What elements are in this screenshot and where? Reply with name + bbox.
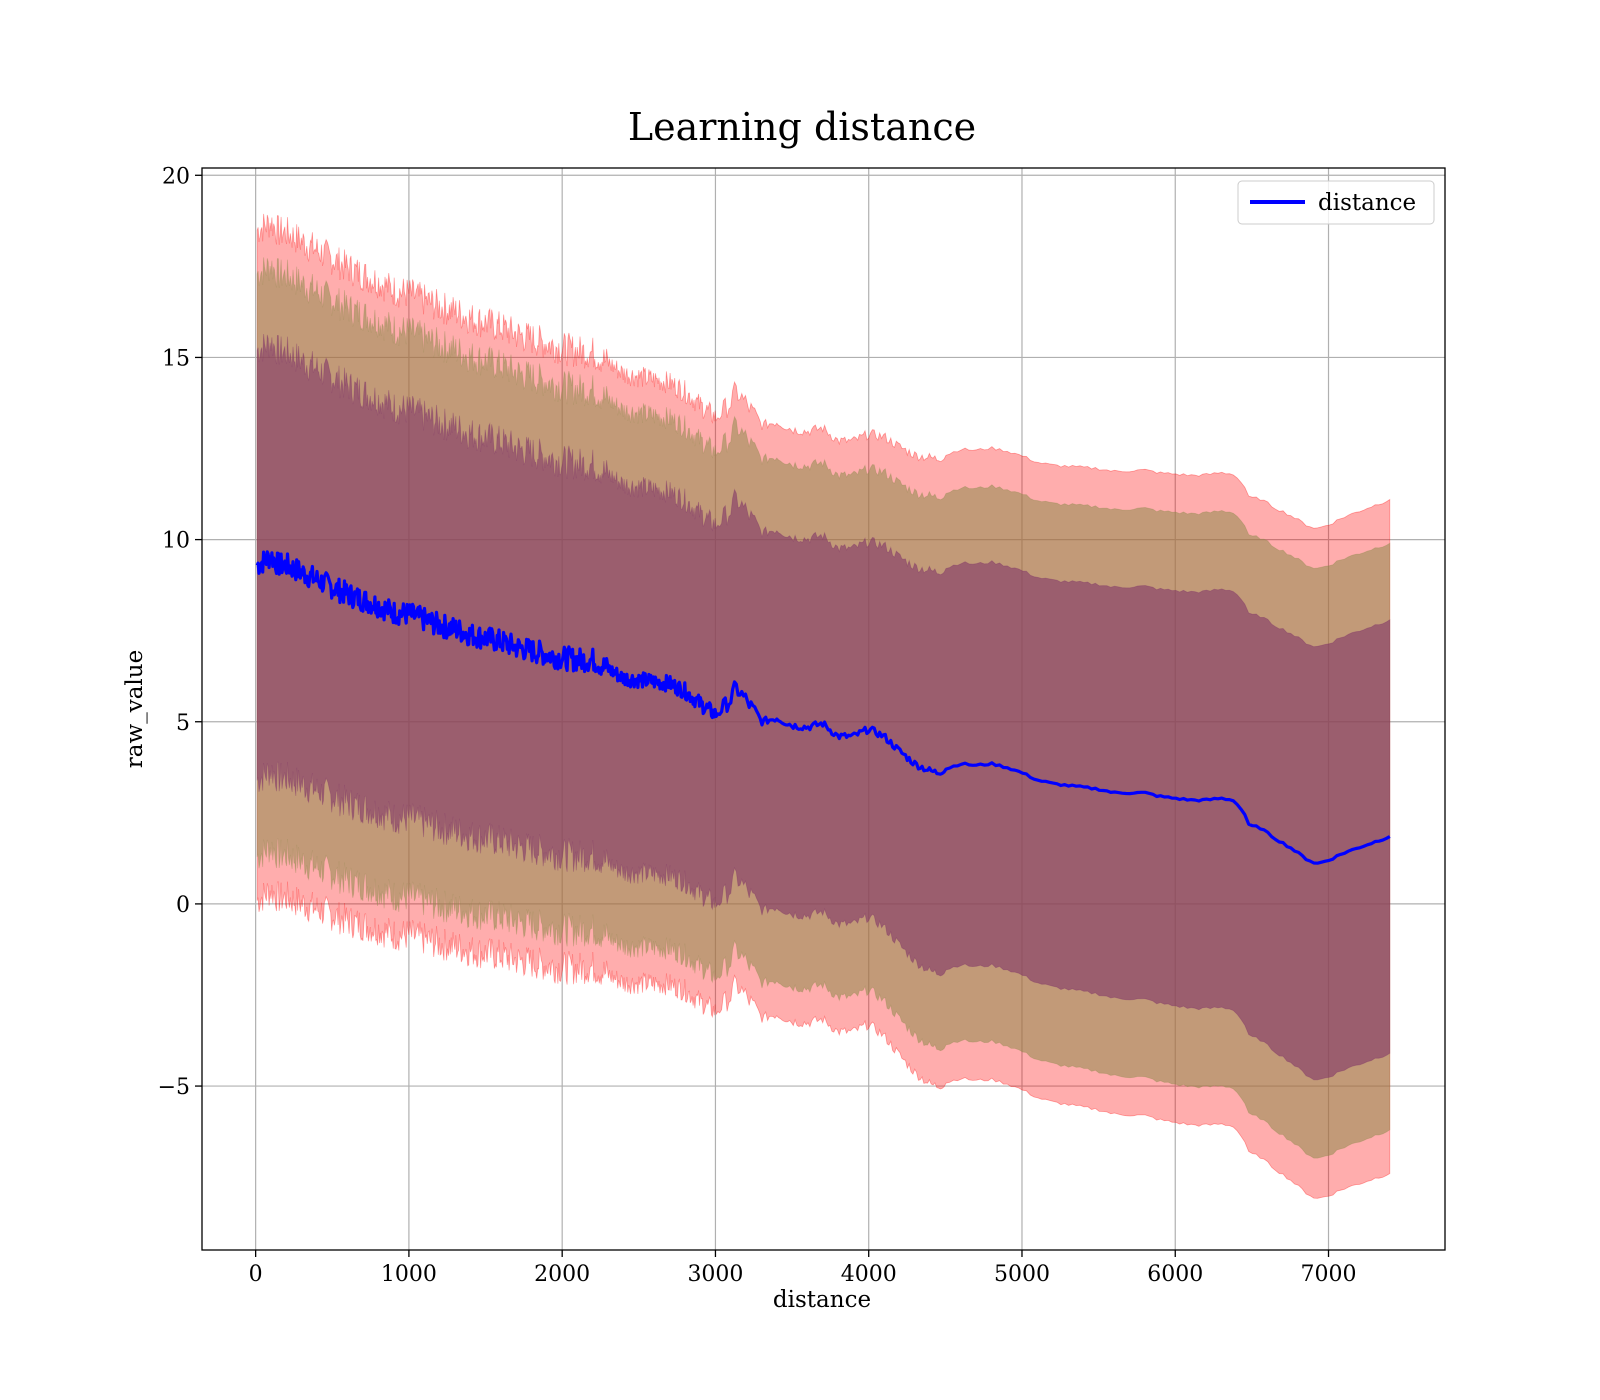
x-tick-label-1: 1000	[381, 1262, 437, 1287]
bands	[256, 213, 1391, 1199]
x-tick-label-6: 6000	[1147, 1262, 1203, 1287]
x-tick-label-0: 0	[249, 1262, 263, 1287]
ticks: 0 1000 2000 3000 4000 5000 6000 7000 −5 0 5 10 15 20	[158, 164, 1357, 1287]
x-tick-label-3: 3000	[687, 1262, 743, 1287]
x-axis-label: distance	[773, 1287, 871, 1313]
band-inner	[256, 333, 1391, 1081]
x-tick-label-2: 2000	[534, 1262, 590, 1287]
y-tick-label-3: 10	[162, 529, 190, 554]
y-tick-label-1: 0	[176, 893, 190, 918]
y-tick-label-2: 5	[176, 711, 190, 736]
y-tick-label-4: 15	[162, 346, 190, 371]
series-line-distance	[255, 550, 1391, 865]
x-tick-label-4: 4000	[841, 1262, 897, 1287]
plot-frame	[201, 167, 1446, 1251]
y-axis-label: raw_value	[122, 650, 148, 768]
x-tick-label-7: 7000	[1301, 1262, 1357, 1287]
legend-label-distance: distance	[1318, 190, 1416, 216]
legend-box	[1237, 180, 1435, 225]
y-tick-label-5: 20	[162, 164, 190, 189]
y-tick-label-0: −5	[158, 1075, 190, 1100]
series-line-layer	[255, 550, 1391, 865]
x-tick-label-5: 5000	[994, 1262, 1050, 1287]
legend: distance	[1237, 180, 1435, 225]
chart-title: Learning distance	[628, 105, 976, 149]
